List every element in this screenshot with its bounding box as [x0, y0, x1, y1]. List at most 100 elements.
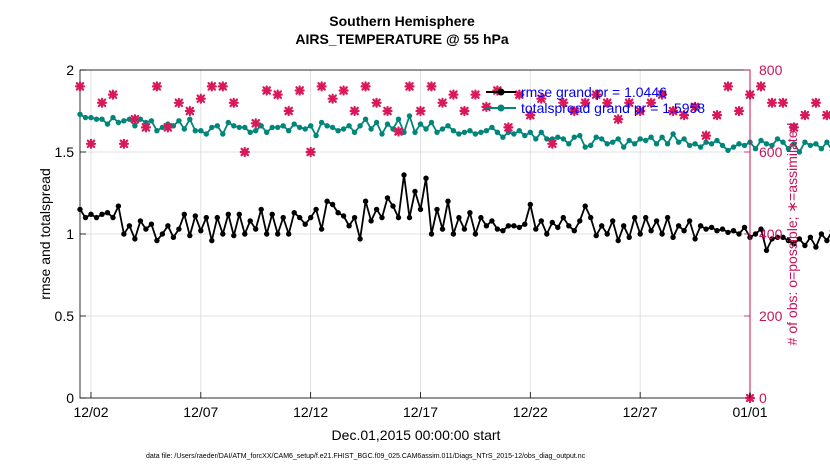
totalspread-point [500, 134, 506, 140]
totalspread-point [313, 132, 319, 139]
rmse-point [736, 231, 742, 237]
y-right-tick-label: 600 [759, 144, 783, 160]
rmse-point [242, 231, 248, 237]
legend-label-rmse: rmse grand pr = 1.0446 [521, 84, 667, 100]
totalspread-point [621, 144, 627, 150]
rmse-point [714, 228, 720, 234]
totalspread-point [467, 128, 473, 134]
totalspread-point [802, 139, 808, 145]
rmse-point [390, 203, 396, 209]
rmse-point [577, 218, 583, 224]
obs-point [646, 97, 657, 108]
obs-point [580, 97, 591, 108]
obs-point [85, 138, 97, 149]
rmse-point [132, 236, 138, 242]
totalspread-point [110, 114, 116, 121]
obs-point [294, 85, 305, 96]
y-tick-label: 0.5 [55, 308, 75, 324]
obs-point [448, 89, 459, 100]
totalspread-point [148, 118, 155, 124]
totalspread-point [308, 123, 314, 129]
obs-point [733, 105, 745, 117]
rmse-point [148, 221, 155, 227]
rmse-point [269, 211, 275, 217]
totalspread-point [264, 129, 270, 135]
obs-point [525, 110, 536, 121]
obs-point [316, 81, 327, 92]
totalspread-point [154, 128, 160, 134]
rmse-point [126, 223, 133, 229]
footnote: data file: /Users/raeder/DAI/ATM_forcXX/… [146, 453, 586, 460]
rmse-point [253, 226, 259, 232]
obs-point [481, 101, 492, 112]
totalspread-point [242, 124, 248, 131]
chart-title: Southern Hemisphere [329, 13, 475, 29]
rmse-point [335, 210, 341, 216]
chart-subtitle: AIRS_TEMPERATURE @ 55 hPa [295, 31, 509, 47]
totalspread-point [115, 119, 122, 126]
totalspread-point [582, 144, 588, 150]
rmse-point [417, 206, 424, 213]
rmse-point [824, 237, 830, 244]
x-axis-ticks: 12/02 12/07 12/12 12/17 12/22 12/27 01/01 [73, 392, 768, 420]
rmse-point [615, 237, 621, 244]
rmse-point [796, 236, 803, 242]
totalspread-point [187, 116, 193, 122]
totalspread-point [428, 119, 435, 126]
totalspread-point [472, 131, 479, 137]
obs-point [657, 89, 668, 100]
totalspread-point [291, 121, 297, 127]
totalspread-point [664, 141, 671, 147]
totalspread-point [692, 141, 698, 147]
totalspread-point [275, 124, 281, 131]
totalspread-point [637, 136, 643, 142]
totalspread-point [818, 146, 825, 152]
rmse-point [203, 214, 209, 221]
totalspread-point [560, 136, 566, 142]
right-axis-ticks: 0 200 400 600 800 [744, 62, 783, 406]
obs-point [547, 138, 558, 149]
totalspread-point [329, 124, 336, 131]
obs-point [118, 138, 130, 149]
obs-point [404, 81, 415, 92]
rmse-point [500, 228, 506, 234]
totalspread-point [192, 128, 198, 134]
totalspread-point [714, 137, 720, 144]
totalspread-point [439, 126, 446, 132]
rmse-point [324, 198, 330, 204]
rmse-point [785, 237, 792, 244]
rmse-point [566, 223, 572, 229]
totalspread-point [516, 128, 522, 134]
totalspread-point [774, 136, 781, 142]
left-axis-ticks: 0 0.5 1 1.5 2 [55, 62, 86, 406]
obs-point [272, 89, 283, 100]
totalspread-point [209, 124, 215, 131]
totalspread-point [450, 128, 457, 134]
rmse-point [664, 214, 671, 221]
y-right-tick-label: 400 [759, 226, 783, 242]
obs-point [206, 81, 217, 92]
obs-point [492, 85, 503, 96]
totalspread-point [340, 126, 347, 132]
totalspread-point [758, 137, 764, 144]
totalspread-point [434, 129, 440, 135]
rmse-point [401, 172, 407, 178]
obs-point [799, 110, 811, 121]
totalspread-point [719, 142, 726, 149]
y-right-tick-label: 200 [759, 308, 783, 324]
y-tick-label: 1.5 [55, 144, 75, 160]
rmse-point [813, 244, 819, 250]
obs-point [514, 89, 525, 100]
rmse-point [115, 203, 122, 209]
obs-point [107, 89, 119, 100]
rmse-point [555, 224, 561, 231]
totalspread-point [335, 128, 341, 134]
totalspread-point [181, 126, 187, 132]
rmse-point [538, 218, 544, 224]
totalspread-point [137, 116, 144, 122]
totalspread-point [807, 142, 814, 149]
rmse-point [258, 206, 264, 213]
rmse-point [670, 234, 676, 240]
totalspread-point [456, 131, 462, 137]
